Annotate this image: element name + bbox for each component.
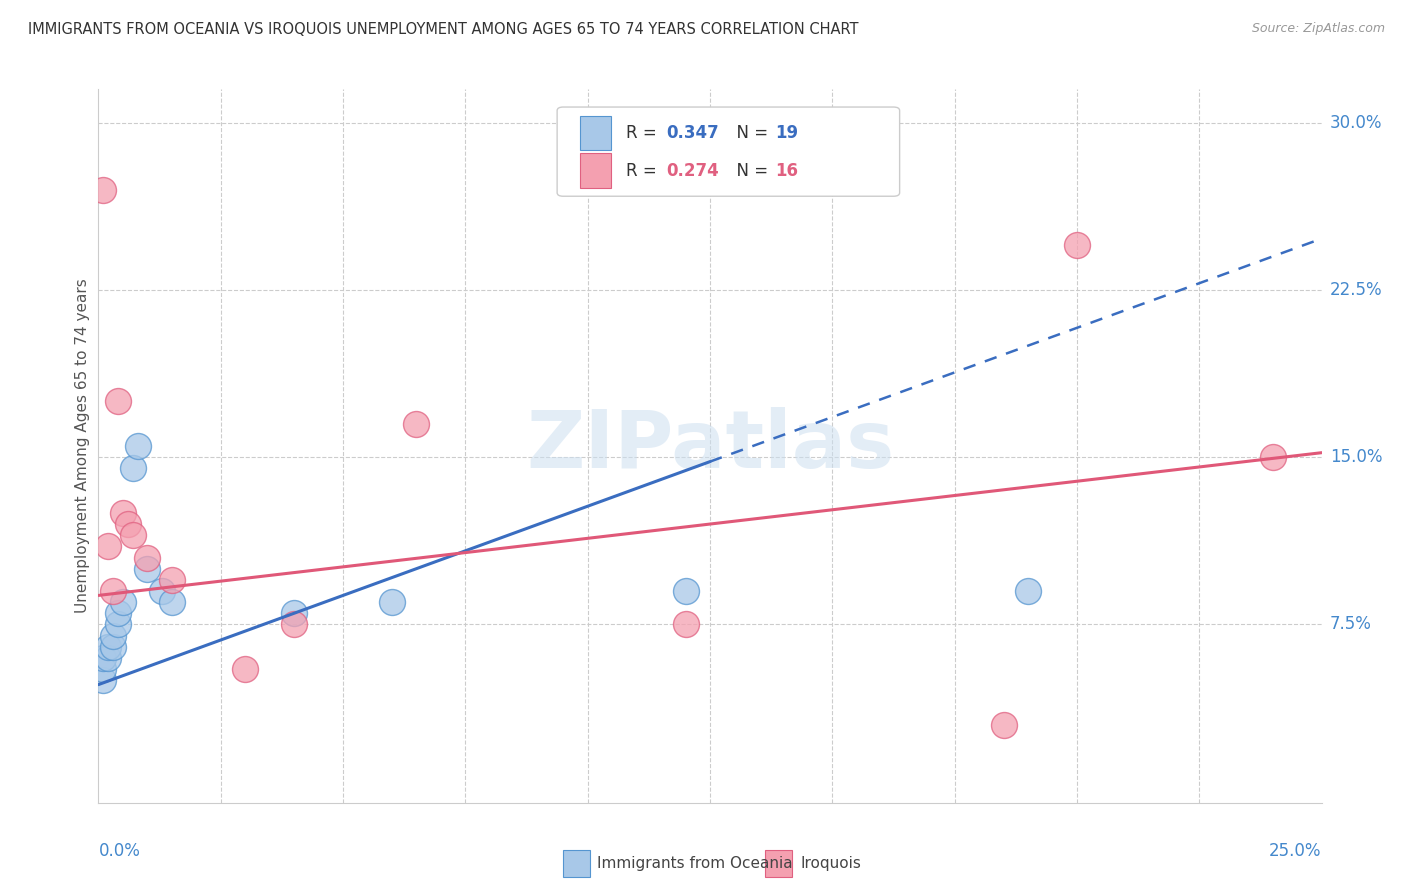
Point [97, 651, 120, 665]
Point [91, 651, 114, 665]
Point [97, 539, 120, 553]
Point [91, 662, 114, 676]
FancyBboxPatch shape [765, 850, 792, 877]
Text: ZIPatlas: ZIPatlas [526, 407, 894, 485]
Point [136, 550, 159, 565]
FancyBboxPatch shape [581, 153, 612, 187]
Text: 16: 16 [775, 161, 797, 179]
Point [121, 461, 143, 475]
Point [381, 595, 404, 609]
Point [107, 394, 129, 409]
Point [91, 673, 114, 687]
Text: 0.347: 0.347 [666, 124, 718, 142]
Text: R =: R = [626, 161, 662, 179]
Text: 15.0%: 15.0% [1330, 448, 1382, 467]
Text: 7.5%: 7.5% [1330, 615, 1372, 633]
Point [1066, 238, 1088, 252]
Point [101, 628, 124, 642]
Point [283, 617, 305, 632]
Point [107, 607, 129, 621]
Point [160, 573, 183, 587]
Text: N =: N = [725, 161, 773, 179]
Text: 0.274: 0.274 [666, 161, 718, 179]
Point [150, 583, 173, 598]
Point [160, 595, 183, 609]
Text: Immigrants from Oceania: Immigrants from Oceania [598, 856, 793, 871]
Y-axis label: Unemployment Among Ages 65 to 74 years: Unemployment Among Ages 65 to 74 years [75, 278, 90, 614]
Point [136, 562, 159, 576]
Point [993, 717, 1015, 731]
Point [107, 617, 129, 632]
Point [111, 595, 134, 609]
FancyBboxPatch shape [564, 850, 591, 877]
Point [675, 583, 697, 598]
Text: 22.5%: 22.5% [1330, 281, 1382, 299]
Point [675, 617, 697, 632]
FancyBboxPatch shape [557, 107, 900, 196]
Point [117, 517, 139, 532]
Point [283, 607, 305, 621]
Text: Iroquois: Iroquois [800, 856, 862, 871]
Point [405, 417, 427, 431]
Point [101, 583, 124, 598]
Point [233, 662, 256, 676]
Point [127, 439, 149, 453]
Point [91, 182, 114, 196]
Point [97, 640, 120, 654]
Text: 0.0%: 0.0% [98, 842, 141, 860]
Text: 19: 19 [775, 124, 799, 142]
Text: IMMIGRANTS FROM OCEANIA VS IROQUOIS UNEMPLOYMENT AMONG AGES 65 TO 74 YEARS CORRE: IMMIGRANTS FROM OCEANIA VS IROQUOIS UNEM… [28, 22, 859, 37]
Text: N =: N = [725, 124, 773, 142]
FancyBboxPatch shape [581, 116, 612, 150]
Point [111, 506, 134, 520]
Text: R =: R = [626, 124, 662, 142]
Point [1017, 583, 1039, 598]
Point [101, 640, 124, 654]
Text: 25.0%: 25.0% [1270, 842, 1322, 860]
Text: 30.0%: 30.0% [1330, 113, 1382, 132]
Text: Source: ZipAtlas.com: Source: ZipAtlas.com [1251, 22, 1385, 36]
Point [1261, 450, 1284, 464]
Point [121, 528, 143, 542]
